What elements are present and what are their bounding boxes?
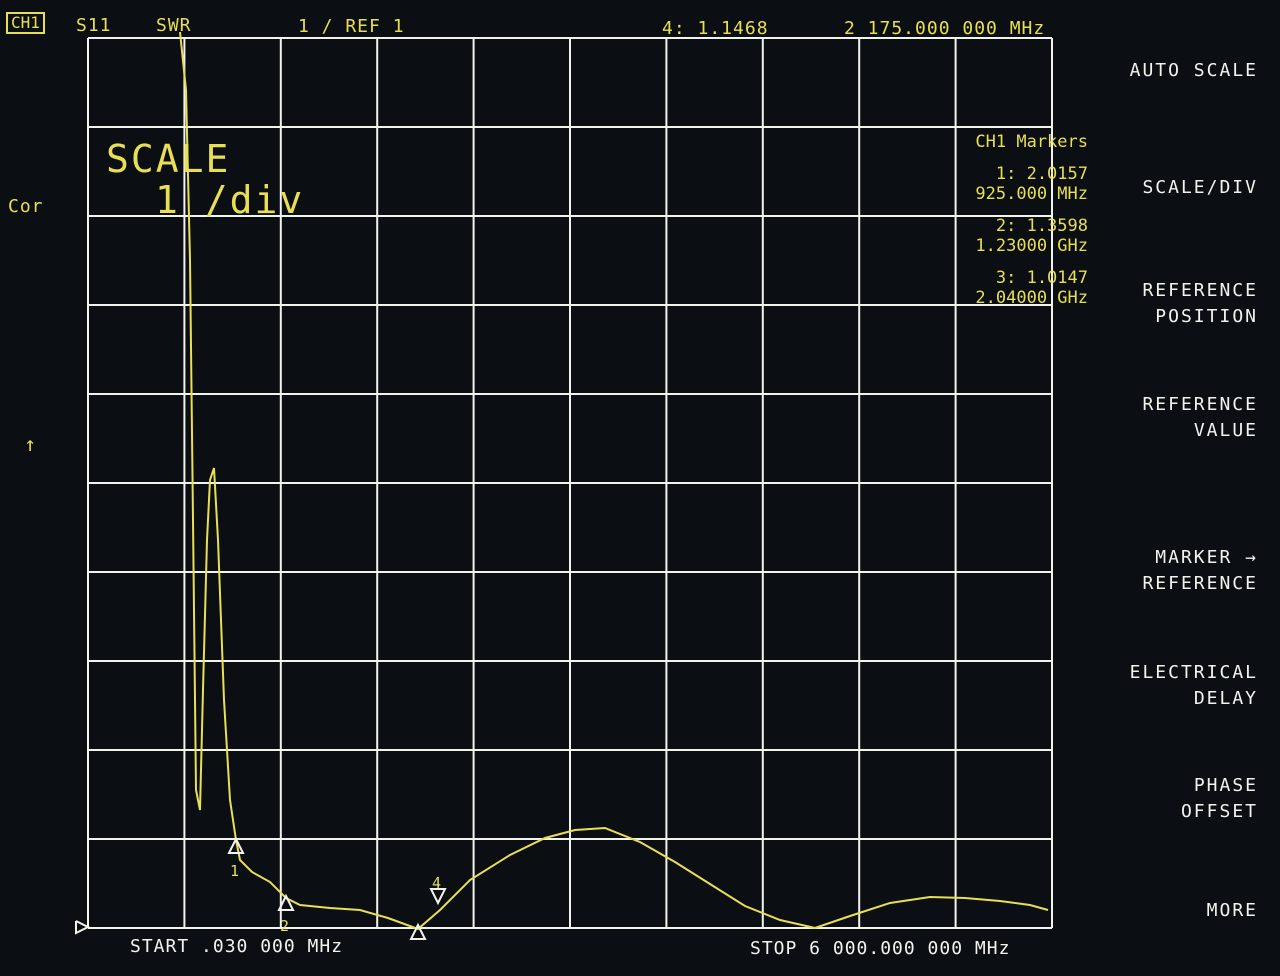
correction-status: Cor — [8, 196, 44, 217]
reference-arrow-icon: ↑ — [24, 432, 38, 456]
scale-ref-label: 1 / REF 1 — [298, 16, 405, 37]
marker-1-symbol — [227, 836, 245, 854]
softkey-more-label: MORE — [1206, 900, 1258, 921]
marker-readout-3: 3: 1.0147 2.04000 GHz — [975, 268, 1088, 308]
softkey-phase-offset[interactable]: PHASE OFFSET — [1181, 773, 1258, 825]
marker-1-value: 1: 2.0157 — [995, 164, 1088, 184]
softkey-scale-div[interactable]: SCALE/DIV — [1142, 175, 1258, 201]
markers-panel-title: CH1 Markers — [975, 132, 1088, 152]
marker-2-frequency: 1.23000 GHz — [975, 236, 1088, 256]
softkey-reference-position[interactable]: REFERENCE POSITION — [1142, 278, 1258, 330]
parameter-label: S11 — [76, 15, 112, 36]
marker-readout-1: 1: 2.0157 925.000 MHz — [975, 164, 1088, 204]
softkey-reference-position-line2: POSITION — [1155, 306, 1258, 327]
softkey-marker-reference-line2: REFERENCE — [1142, 573, 1258, 594]
swr-trace — [179, 31, 1049, 931]
marker-1-number: 1 — [230, 862, 239, 880]
marker-1-frequency: 925.000 MHz — [975, 184, 1088, 204]
scale-overlay-title: SCALE — [106, 137, 231, 181]
softkey-reference-value-line1: REFERENCE — [1142, 394, 1258, 415]
softkey-marker-reference[interactable]: MARKER → REFERENCE — [1142, 545, 1258, 597]
softkey-reference-value[interactable]: REFERENCE VALUE — [1142, 392, 1258, 444]
graticule — [87, 37, 1053, 929]
stop-frequency: STOP 6 000.000 000 MHz — [750, 938, 1011, 959]
marker-readout-2: 2: 1.3598 1.23000 GHz — [975, 216, 1088, 256]
softkey-marker-reference-line1: MARKER → — [1155, 547, 1258, 568]
softkey-more[interactable]: MORE — [1207, 898, 1258, 924]
softkey-phase-offset-line1: PHASE — [1193, 775, 1258, 796]
active-marker-value: 4: 1.1468 — [662, 18, 769, 39]
softkey-reference-value-line2: VALUE — [1193, 420, 1258, 441]
softkey-auto-scale[interactable]: AUTO SCALE — [1130, 58, 1258, 84]
format-label: SWR — [156, 15, 192, 36]
marker-4-number: 4 — [432, 874, 441, 892]
marker-3-frequency: 2.04000 GHz — [975, 288, 1088, 308]
markers-panel: CH1 Markers 1: 2.0157 925.000 MHz 2: 1.3… — [975, 132, 1088, 308]
softkey-reference-position-line1: REFERENCE — [1142, 280, 1258, 301]
ref-position-indicator — [75, 920, 91, 935]
channel-indicator: CH1 — [6, 12, 45, 34]
marker-2-number: 2 — [280, 917, 289, 935]
softkey-electrical-delay-line2: DELAY — [1193, 688, 1258, 709]
softkey-auto-scale-label: AUTO SCALE — [1129, 60, 1258, 81]
softkey-electrical-delay[interactable]: ELECTRICAL DELAY — [1130, 660, 1258, 712]
marker-2-value: 2: 1.3598 — [995, 216, 1088, 236]
scale-overlay-value: 1 /div — [155, 178, 305, 222]
marker-3-symbol — [409, 922, 427, 940]
marker-2-symbol — [277, 893, 295, 911]
marker-4-symbol — [429, 888, 447, 906]
active-marker-frequency: 2 175.000 000 MHz — [844, 18, 1046, 39]
softkey-phase-offset-line2: OFFSET — [1180, 801, 1258, 822]
marker-3-value: 3: 1.0147 — [995, 268, 1088, 288]
softkey-electrical-delay-line1: ELECTRICAL — [1129, 662, 1258, 683]
marker-symbols: 1 2 4 — [227, 836, 447, 940]
softkey-scale-div-label: SCALE/DIV — [1142, 177, 1258, 198]
start-frequency: START .030 000 MHz — [130, 936, 344, 957]
